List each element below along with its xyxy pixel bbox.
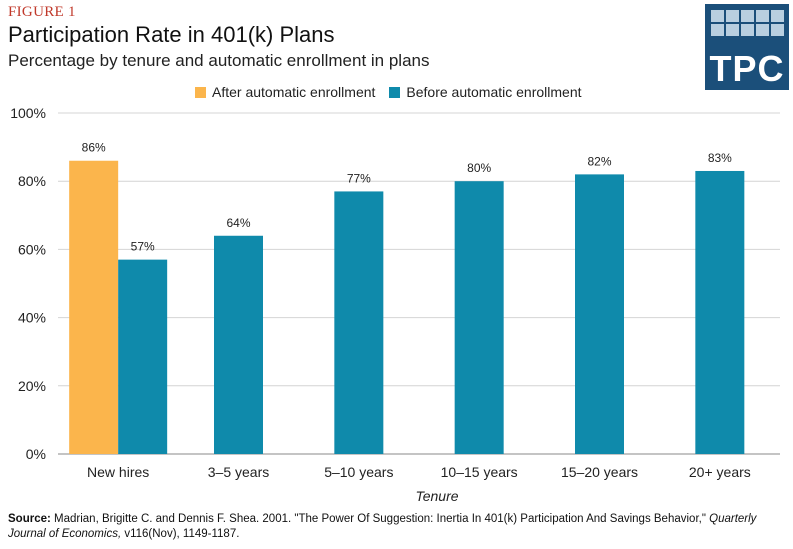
y-tick-label: 60%	[18, 241, 46, 257]
x-tick-label: 20+ years	[689, 464, 751, 480]
x-tick-label: 10–15 years	[441, 464, 518, 480]
legend-swatch-after	[195, 86, 206, 98]
legend-item-before: Before automatic enrollment	[389, 84, 582, 100]
x-tick-label: New hires	[87, 464, 149, 480]
legend-label-before: Before automatic enrollment	[406, 84, 582, 100]
tpc-logo: TPC	[705, 4, 789, 90]
y-tick-label: 0%	[26, 446, 46, 462]
bar-before-4	[575, 174, 624, 454]
bar-after-0	[69, 160, 119, 455]
x-axis-label: Tenure	[415, 488, 458, 504]
data-label-after: 86%	[82, 141, 106, 155]
source-label: Source:	[8, 513, 51, 525]
y-tick-label: 80%	[18, 173, 46, 189]
source-note: Source: Madrian, Brigitte C. and Dennis …	[8, 512, 788, 542]
chart-legend: After automatic enrollment Before automa…	[195, 84, 582, 100]
logo-text: TPC	[709, 48, 785, 89]
y-tick-label: 100%	[10, 105, 46, 121]
legend-label-after: After automatic enrollment	[212, 84, 376, 100]
source-journal: Quarterly Journal of Economics,	[8, 513, 757, 540]
x-tick-label: 15–20 years	[561, 464, 638, 480]
y-tick-label: 20%	[18, 378, 46, 394]
data-label-before: 83%	[708, 151, 732, 165]
bar-before-0	[118, 259, 168, 454]
bar-before-5	[695, 170, 745, 454]
source-text: Madrian, Brigitte C. and Dennis F. Shea.…	[54, 513, 706, 525]
data-label-before: 57%	[131, 240, 155, 254]
bar-before-3	[454, 181, 504, 454]
y-tick-label: 40%	[18, 310, 46, 326]
data-label-before: 64%	[226, 216, 250, 230]
legend-swatch-before	[389, 86, 401, 98]
figure-label: FIGURE 1	[8, 4, 76, 20]
legend-item-after: After automatic enrollment	[195, 84, 375, 100]
data-label-before: 80%	[467, 161, 491, 175]
x-tick-label: 3–5 years	[208, 464, 269, 480]
bar-before-1	[214, 235, 263, 454]
data-label-before: 77%	[347, 171, 371, 185]
x-tick-label: 5–10 years	[324, 464, 393, 480]
data-label-before: 82%	[587, 154, 611, 168]
chart-title: Participation Rate in 401(k) Plans	[8, 22, 335, 47]
chart-subtitle: Percentage by tenure and automatic enrol…	[8, 51, 430, 70]
source-text-after: v116(Nov), 1149-1187.	[124, 528, 240, 540]
bar-before-2	[334, 191, 384, 454]
